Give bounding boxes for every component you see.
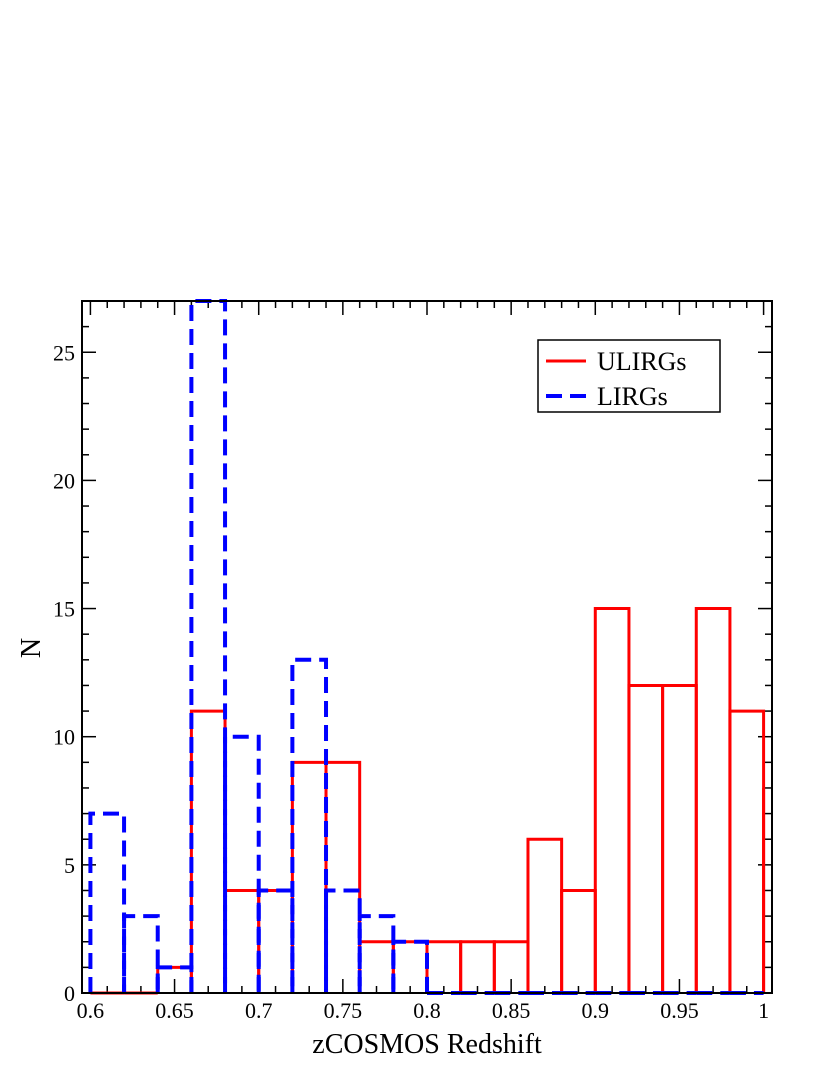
bar-lirgs xyxy=(122,914,160,993)
bar-lirgs xyxy=(357,914,396,993)
legend: ULIRGs LIRGs xyxy=(537,339,721,413)
bar-lirgs xyxy=(391,939,429,993)
x-tick-label: 0.75 xyxy=(324,998,363,1023)
bar-ulirgs xyxy=(290,760,328,993)
bar-lirgs xyxy=(290,657,329,993)
y-tick-label: 0 xyxy=(64,981,75,1006)
bar-ulirgs xyxy=(257,888,294,993)
x-tick-label: 0.95 xyxy=(660,998,699,1023)
bar-ulirgs xyxy=(324,760,362,993)
y-tick-label: 5 xyxy=(64,853,75,878)
legend-label-lirgs: LIRGs xyxy=(597,382,668,411)
bar-ulirgs xyxy=(459,940,496,993)
bar-ulirgs xyxy=(661,683,698,993)
bar-ulirgs xyxy=(694,607,732,993)
bar-lirgs xyxy=(256,888,295,993)
bar-lirgs xyxy=(223,734,261,993)
x-tick-label: 0.9 xyxy=(582,998,610,1023)
bar-ulirgs xyxy=(627,683,665,993)
bar-ulirgs xyxy=(593,607,631,993)
bar-ulirgs xyxy=(425,940,463,993)
bar-ulirgs xyxy=(358,940,395,993)
legend-label-ulirgs: ULIRGs xyxy=(597,347,687,376)
bar-ulirgs xyxy=(526,837,564,993)
bar-ulirgs xyxy=(391,940,429,993)
x-tick-label: 0.7 xyxy=(245,998,273,1023)
y-axis-label: N xyxy=(16,638,47,658)
x-tick-label: 1 xyxy=(758,998,769,1023)
bar-lirgs xyxy=(324,888,362,993)
y-tick-label: 10 xyxy=(53,725,75,750)
bar-lirgs xyxy=(88,811,127,993)
x-axis-label: zCOSMOS Redshift xyxy=(312,1029,542,1060)
legend-box xyxy=(537,339,721,413)
bar-ulirgs xyxy=(560,888,597,993)
x-tick-label: 0.65 xyxy=(155,998,194,1023)
y-tick-label: 25 xyxy=(53,340,75,365)
y-tick-label: 20 xyxy=(53,468,75,493)
y-tick-label: 15 xyxy=(53,597,75,622)
x-tick-label: 0.6 xyxy=(77,998,105,1023)
bar-ulirgs xyxy=(189,709,227,993)
plot-frame xyxy=(81,300,773,994)
bar-ulirgs xyxy=(728,709,766,993)
bar-lirgs xyxy=(189,299,228,993)
bar-ulirgs xyxy=(223,888,261,993)
x-tick-label: 0.8 xyxy=(413,998,441,1023)
x-tick-label: 0.85 xyxy=(492,998,531,1023)
